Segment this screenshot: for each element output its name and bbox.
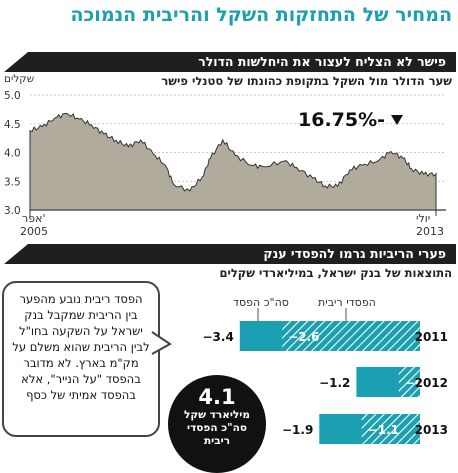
x-start-month: אפר' xyxy=(22,212,46,225)
label-interest-loss: −1.1 xyxy=(368,423,399,437)
label-interest-loss: −0.4 xyxy=(405,376,436,390)
circle-text: מיליארד שקל סה"כ הפסדי ריבית xyxy=(184,409,250,447)
header-notch xyxy=(4,52,28,72)
total-interest-circle: 4.1 מיליארד שקל סה"כ הפסדי ריבית xyxy=(168,375,266,473)
y-tick-label: 4.5 xyxy=(4,119,21,131)
bar-interest-loss xyxy=(398,367,420,397)
section-header-dollar: פישר לא הצליח לעצור את היחלשות הדולר xyxy=(4,52,456,72)
legend-leader-lines xyxy=(257,308,347,322)
category-year: 2011 xyxy=(415,330,448,344)
label-total-loss: −1.9 xyxy=(282,423,313,437)
note-box: הפסד ריבית נובע מהפער בין הריבית שמקבל ב… xyxy=(2,281,160,437)
y-tick-label: 5.0 xyxy=(4,90,21,102)
label-interest-loss: −2.6 xyxy=(288,330,319,344)
section-header-losses: פערי הריביות גרמו להפסדי ענק xyxy=(4,244,456,264)
category-year: 2013 xyxy=(415,423,448,437)
dollar-rate-area xyxy=(29,112,437,211)
label-total-loss: −3.4 xyxy=(202,330,233,344)
x-end-month: יולי xyxy=(416,212,431,225)
change-value: 16.75%- xyxy=(298,109,386,131)
y-tick-label: 3.0 xyxy=(4,205,21,217)
y-tick-labels: 3.0 3.5 4.0 4.5 5.0 xyxy=(4,90,21,217)
header-notch xyxy=(4,244,28,264)
bar-interest-loss xyxy=(361,414,420,444)
legend-total-loss: סה"כ הפסד xyxy=(233,296,289,309)
x-end-year: 2013 xyxy=(416,225,444,238)
section-header-dollar-text: פישר לא הצליח לעצור את היחלשות הדולר xyxy=(198,54,446,69)
bar-interest-loss xyxy=(282,321,420,351)
y-tick-label: 4.0 xyxy=(4,148,21,160)
legend-interest-losses: הפסדי ריבית xyxy=(318,296,376,309)
section-subtitle-losses: התוצאות של בנק ישראל, במיליארדי שקלים xyxy=(219,266,452,280)
x-start-year: 2005 xyxy=(20,225,48,238)
category-year: 2012 xyxy=(415,376,448,390)
label-total-loss: −1.2 xyxy=(319,376,350,390)
y-tick-label: 3.5 xyxy=(4,176,21,188)
speech-pointer xyxy=(151,331,172,355)
down-arrow-icon xyxy=(391,115,403,125)
y-unit-label: שקלים xyxy=(4,73,35,85)
note-text: הפסד ריבית נובע מהפער בין הריבית שמקבל ב… xyxy=(12,292,150,402)
section-header-losses-text: פערי הריביות גרמו להפסדי ענק xyxy=(263,246,446,261)
circle-value: 4.1 xyxy=(198,385,236,409)
section-subtitle-dollar: שער הדולר מול השקל בתקופת כהונתו של סטנל… xyxy=(161,74,452,88)
page-title: המחיר של התחזקות השקל והריבית הנמוכה xyxy=(70,4,452,26)
bars-group: −2.6 −3.4 2011 −0.4 −1.2 2012 −1.1 −1.9 2013 xyxy=(202,321,448,444)
